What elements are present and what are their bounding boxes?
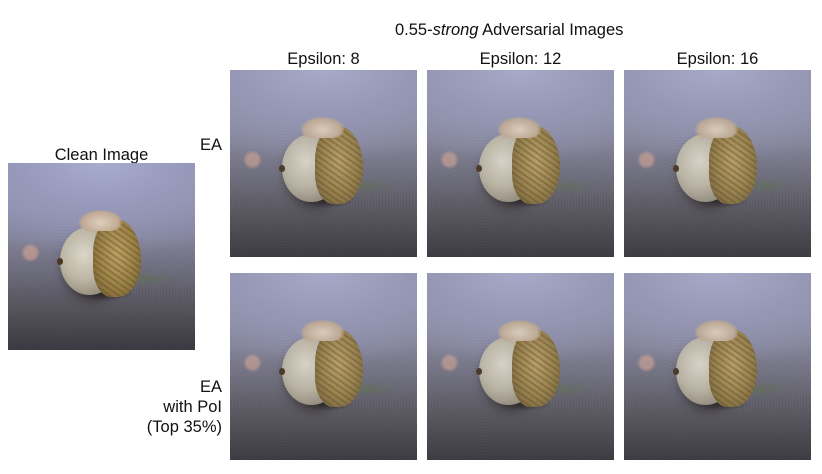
adv-image-ea-poi-eps8 xyxy=(230,273,417,460)
title-suffix: Adversarial Images xyxy=(478,21,624,39)
acorn-graphic xyxy=(278,116,368,214)
row-label-ea: EA xyxy=(199,136,222,154)
adv-image-ea-eps8 xyxy=(230,70,417,257)
acorn-graphic xyxy=(672,319,762,417)
adv-image-ea-poi-eps12 xyxy=(427,273,614,460)
acorn-graphic xyxy=(475,319,565,417)
row-label-ea-with-poi: EA with PoI (Top 35%) xyxy=(146,378,222,436)
clean-image-label: Clean Image xyxy=(54,146,149,164)
acorn-graphic xyxy=(475,116,565,214)
adv-image-ea-eps16 xyxy=(624,70,811,257)
adv-image-ea-eps12 xyxy=(427,70,614,257)
acorn-graphic xyxy=(56,209,146,307)
acorn-graphic xyxy=(278,319,368,417)
column-header-epsilon-16: Epsilon: 16 xyxy=(676,50,759,68)
column-header-epsilon-8: Epsilon: 8 xyxy=(287,50,360,68)
figure-title: 0.55-strong Adversarial Images xyxy=(395,22,623,39)
title-emphasis: strong xyxy=(432,21,479,39)
clean-image xyxy=(8,163,195,350)
column-header-epsilon-12: Epsilon: 12 xyxy=(479,50,562,68)
acorn-graphic xyxy=(672,116,762,214)
adv-image-ea-poi-eps16 xyxy=(624,273,811,460)
title-prefix: 0.55- xyxy=(395,21,433,39)
